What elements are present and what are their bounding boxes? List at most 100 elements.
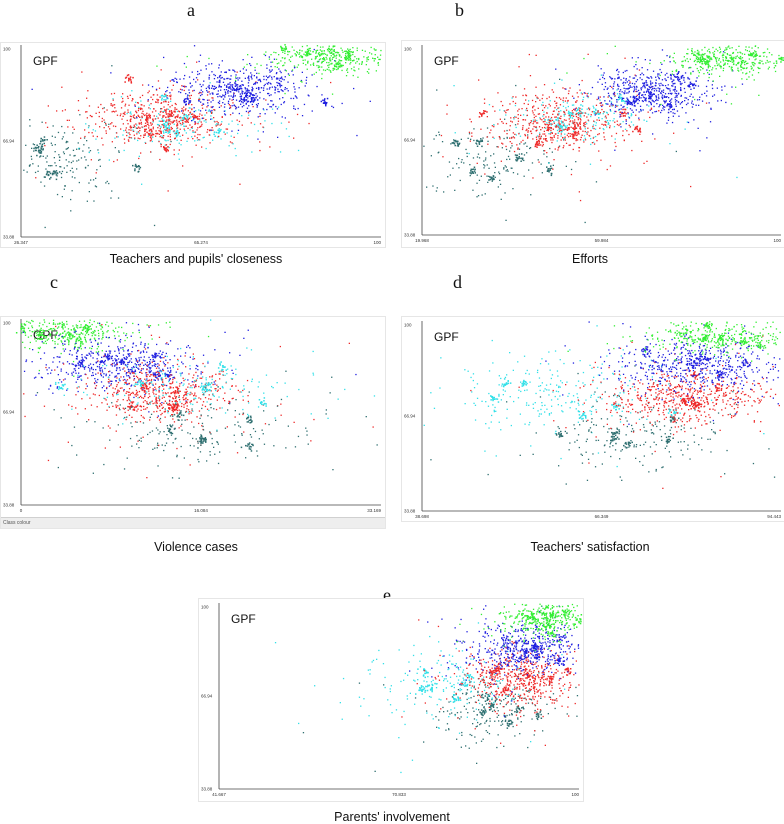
data-point <box>176 139 178 141</box>
data-point <box>735 86 737 88</box>
data-point <box>173 110 175 113</box>
data-point <box>653 87 655 90</box>
data-point <box>231 89 234 91</box>
data-point <box>559 104 562 106</box>
data-point <box>650 107 653 109</box>
data-point <box>166 119 168 121</box>
data-point <box>550 131 552 133</box>
data-point <box>677 101 680 103</box>
data-point <box>548 103 550 105</box>
data-point <box>328 66 330 69</box>
data-point <box>610 101 613 103</box>
data-point <box>664 102 666 104</box>
data-point <box>161 124 163 126</box>
data-point <box>151 86 154 88</box>
data-point <box>728 65 730 68</box>
data-point <box>71 176 73 178</box>
data-point <box>116 359 118 361</box>
data-point <box>270 94 272 96</box>
data-point <box>526 128 528 130</box>
data-point <box>167 190 169 192</box>
data-point <box>83 320 86 322</box>
data-point <box>245 92 248 95</box>
data-point <box>521 158 524 161</box>
data-point <box>197 118 199 120</box>
data-point <box>472 189 474 191</box>
data-point <box>165 94 167 96</box>
data-point <box>226 128 229 130</box>
data-point <box>567 127 569 129</box>
data-point <box>84 325 86 327</box>
data-point <box>160 108 162 110</box>
data-point <box>185 108 187 110</box>
data-point <box>91 323 93 326</box>
data-point <box>639 92 641 94</box>
data-point <box>69 154 71 156</box>
data-point <box>583 57 585 60</box>
data-point <box>149 325 152 327</box>
data-point <box>269 82 271 84</box>
data-point <box>165 147 168 149</box>
data-point <box>737 62 739 65</box>
data-point <box>153 364 155 367</box>
data-point <box>666 72 668 75</box>
data-point <box>274 92 276 94</box>
data-point <box>687 53 689 55</box>
data-point <box>194 131 197 133</box>
data-point <box>134 137 136 139</box>
data-point <box>634 96 636 98</box>
data-point <box>658 110 660 112</box>
data-point <box>611 77 614 80</box>
data-point <box>534 143 537 146</box>
data-point <box>574 123 576 126</box>
data-point <box>617 83 619 86</box>
data-point <box>199 83 201 86</box>
data-point <box>754 59 756 61</box>
data-point <box>253 75 255 77</box>
data-point <box>576 112 578 115</box>
data-point <box>74 347 76 349</box>
data-point <box>655 82 657 84</box>
data-point <box>208 84 210 87</box>
data-point <box>291 55 293 57</box>
data-point <box>100 360 102 362</box>
data-point <box>164 109 166 111</box>
data-point <box>23 330 25 332</box>
data-point <box>453 140 456 142</box>
data-point <box>332 53 334 55</box>
data-point <box>582 99 584 101</box>
data-point <box>707 55 709 57</box>
data-point <box>757 72 760 74</box>
data-point <box>188 76 191 78</box>
data-point <box>562 99 564 102</box>
data-point <box>40 329 42 331</box>
data-point <box>504 165 506 167</box>
data-point <box>126 112 128 115</box>
data-point <box>566 102 568 104</box>
data-point <box>182 112 184 114</box>
data-point <box>307 54 309 56</box>
data-point <box>348 53 350 56</box>
data-point <box>212 93 214 95</box>
data-point <box>156 343 158 346</box>
data-point <box>349 57 352 60</box>
data-point <box>55 178 58 181</box>
data-point <box>143 364 145 366</box>
data-point <box>661 84 663 86</box>
data-point <box>167 86 169 89</box>
data-point <box>42 155 44 157</box>
data-point <box>168 122 170 124</box>
data-point <box>330 60 332 62</box>
scatter-points <box>423 45 784 224</box>
data-point <box>563 129 565 131</box>
data-point <box>646 104 648 106</box>
data-point <box>48 171 51 173</box>
data-point <box>42 342 44 344</box>
data-point <box>601 108 603 111</box>
data-point <box>75 352 78 354</box>
data-point <box>113 104 116 106</box>
data-point <box>120 96 123 98</box>
data-point <box>538 136 540 138</box>
data-point <box>132 332 134 334</box>
data-point <box>538 144 540 146</box>
